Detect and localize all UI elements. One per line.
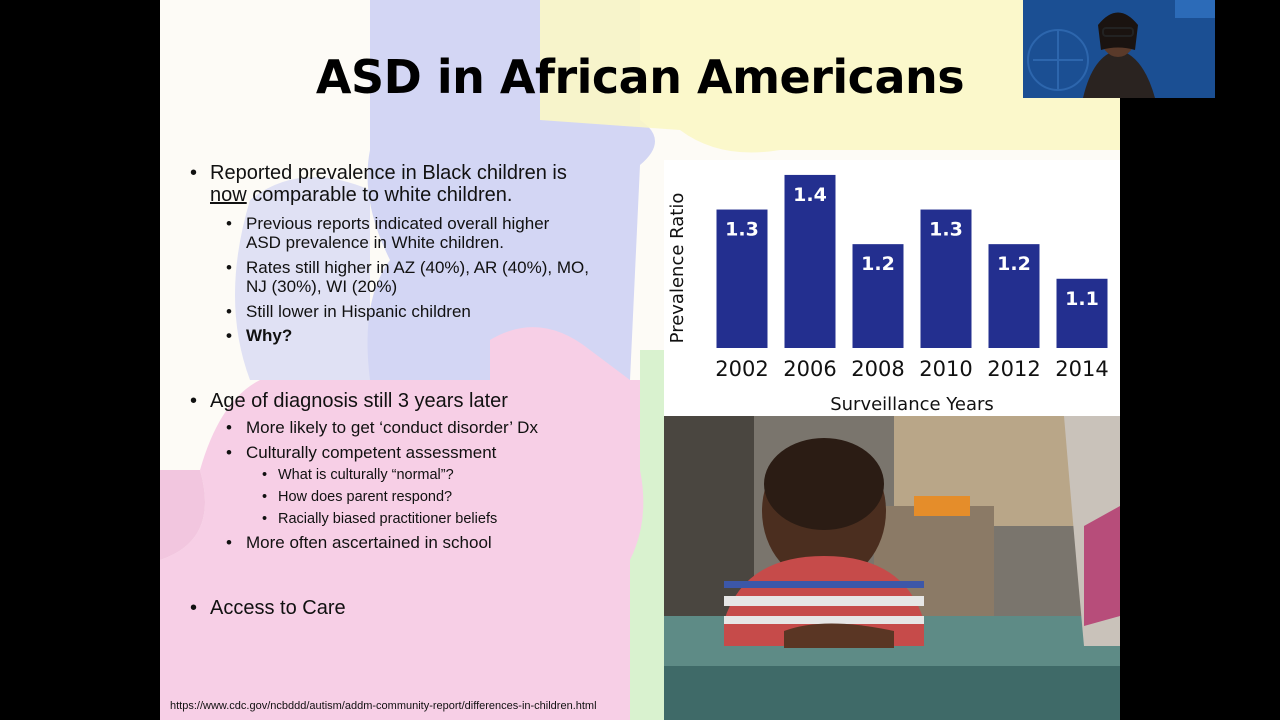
sub-bullet-text: Culturally competent assessment	[246, 443, 497, 462]
bullet-dot-icon: •	[226, 258, 232, 277]
sub-bullet-conduct: • More likely to get ‘conduct disorder’ …	[226, 418, 538, 437]
sub-bullet-culturally-competent: • Culturally competent assessment	[226, 443, 496, 462]
x-tick-label: 2010	[919, 357, 972, 381]
bar-2014	[1056, 278, 1108, 348]
sub-sub-bullet-text: What is culturally “normal”?	[278, 467, 454, 483]
bullet-dot-icon: •	[190, 390, 198, 412]
bar-2010	[920, 209, 972, 348]
sub-sub-bullet-biased: • Racially biased practitioner beliefs	[262, 511, 497, 528]
x-tick-label: 2002	[715, 357, 768, 381]
bullet-text: Age of diagnosis still 3 years later	[210, 390, 508, 412]
x-tick-label: 2012	[987, 357, 1040, 381]
bullet-text: Reported prevalence in Black children is	[210, 162, 567, 184]
presenter-webcam	[1023, 0, 1215, 98]
bar-value-label: 1.1	[1065, 288, 1099, 310]
sub-bullet-text: Previous reports indicated overall highe…	[246, 214, 550, 233]
chart-svg: 1.3 2002 1.4 2006 1.2 2008 1.3 2010 1.2 2012 1.1 20…	[667, 174, 1109, 415]
source-citation[interactable]: https://www.cdc.gov/ncbddd/autism/addm-c…	[170, 700, 597, 712]
bar-value-label: 1.2	[997, 253, 1031, 275]
bullet-dot-icon: •	[226, 418, 232, 437]
sub-bullet-text: Still lower in Hispanic children	[246, 302, 471, 321]
slide: ASD in African Americans • Reported prev…	[160, 0, 1120, 720]
bullet-dot-icon: •	[226, 443, 232, 462]
y-axis-label: Prevalence Ratio	[667, 193, 688, 344]
sub-bullet-hispanic: • Still lower in Hispanic children	[226, 302, 471, 321]
sub-bullet-previous-reports: • Previous reports indicated overall hig…	[226, 214, 549, 252]
bullet-dot-icon: •	[226, 302, 232, 321]
bar-2012	[988, 244, 1040, 348]
bullet-text-underlined: now	[210, 184, 247, 206]
bullet-dot-icon: •	[190, 162, 198, 184]
child-photo	[664, 416, 1120, 720]
bullet-dot-icon: •	[226, 214, 232, 233]
bullet-dot-icon: •	[226, 533, 232, 552]
sub-bullet-school: • More often ascertained in school	[226, 533, 492, 552]
sub-sub-bullet-normal: • What is culturally “normal”?	[262, 467, 454, 484]
bar-value-label: 1.2	[861, 253, 895, 275]
sub-bullet-text: Why?	[246, 326, 293, 345]
bullet-age-diagnosis: • Age of diagnosis still 3 years later	[190, 390, 508, 412]
x-axis-label: Surveillance Years	[830, 394, 994, 415]
bar-value-label: 1.3	[929, 219, 963, 241]
bullet-dot-icon: •	[190, 597, 198, 619]
bar-value-label: 1.4	[793, 184, 827, 206]
child-photo-illustration	[664, 416, 1120, 720]
sub-sub-bullet-text: Racially biased practitioner beliefs	[278, 511, 498, 527]
sub-bullet-text: ASD prevalence in White children.	[246, 233, 504, 252]
slide-title: ASD in African Americans	[315, 50, 965, 104]
bullet-dot-icon: •	[262, 489, 268, 505]
presenter-video	[1023, 0, 1215, 98]
bullet-dot-icon: •	[262, 467, 268, 483]
sub-bullet-text: More often ascertained in school	[246, 533, 492, 552]
bullet-prevalence: • Reported prevalence in Black children …	[190, 162, 567, 206]
sub-bullet-text: Rates still higher in AZ (40%), AR (40%)…	[246, 258, 589, 277]
bar-2006	[784, 174, 836, 348]
sub-sub-bullet-text: How does parent respond?	[278, 489, 453, 505]
sub-bullet-text: NJ (30%), WI (20%)	[246, 277, 398, 296]
puzzle-background	[160, 0, 1120, 720]
sub-sub-bullet-parent: • How does parent respond?	[262, 489, 452, 506]
bar-2002	[716, 209, 768, 348]
sub-bullet-text: More likely to get ‘conduct disorder’ Dx	[246, 418, 538, 437]
bullet-text: comparable to white children.	[252, 184, 513, 206]
bar-value-label: 1.3	[725, 219, 759, 241]
x-tick-label: 2014	[1055, 357, 1108, 381]
bullet-dot-icon: •	[262, 511, 268, 527]
sub-bullet-why: • Why?	[226, 326, 292, 345]
prevalence-chart: 1.3 2002 1.4 2006 1.2 2008 1.3 2010 1.2 2012 1.1 20…	[664, 160, 1120, 416]
bullet-text: Access to Care	[210, 597, 346, 619]
bullet-access: • Access to Care	[190, 597, 346, 619]
x-tick-label: 2008	[851, 357, 904, 381]
bar-2008	[852, 244, 904, 348]
sub-bullet-rates: • Rates still higher in AZ (40%), AR (40…	[226, 258, 589, 296]
x-tick-label: 2006	[783, 357, 836, 381]
bullet-dot-icon: •	[226, 326, 232, 345]
